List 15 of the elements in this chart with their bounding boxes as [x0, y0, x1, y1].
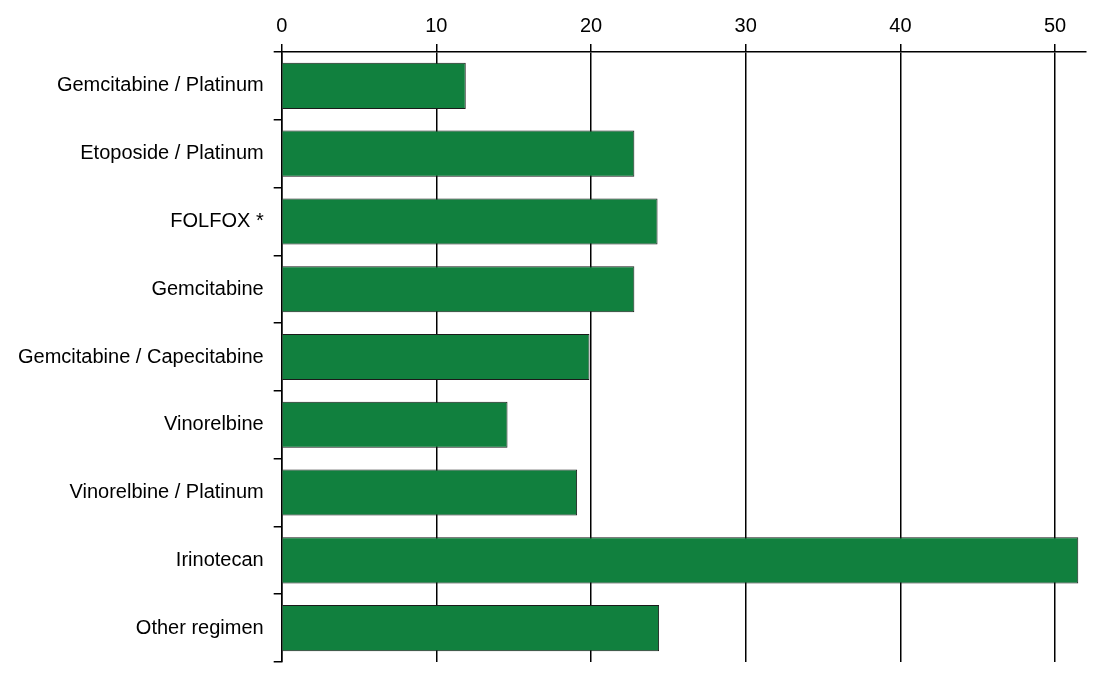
- x-tick-label: 30: [734, 13, 757, 36]
- y-tick-label: FOLFOX *: [170, 208, 264, 231]
- y-tick-label: Irinotecan: [175, 547, 264, 570]
- x-tick-label: 0: [276, 13, 288, 36]
- x-tick-label: 10: [425, 13, 448, 36]
- x-tick-label: 20: [579, 13, 603, 36]
- y-tick-label: Gemcitabine: [151, 276, 264, 299]
- y-tick-label: Other regimen: [135, 615, 264, 638]
- y-tick-label: Gemcitabine / Capecitabine: [17, 344, 264, 367]
- y-tick-label: Vinorelbine / Platinum: [69, 480, 264, 503]
- x-tick-label: 50: [1043, 13, 1067, 36]
- y-tick-label: Gemcitabine / Platinum: [56, 73, 264, 96]
- y-tick-label: Vinorelbine: [163, 412, 264, 435]
- x-tick-label: 40: [889, 13, 912, 36]
- y-tick-label: Etoposide / Platinum: [80, 141, 264, 164]
